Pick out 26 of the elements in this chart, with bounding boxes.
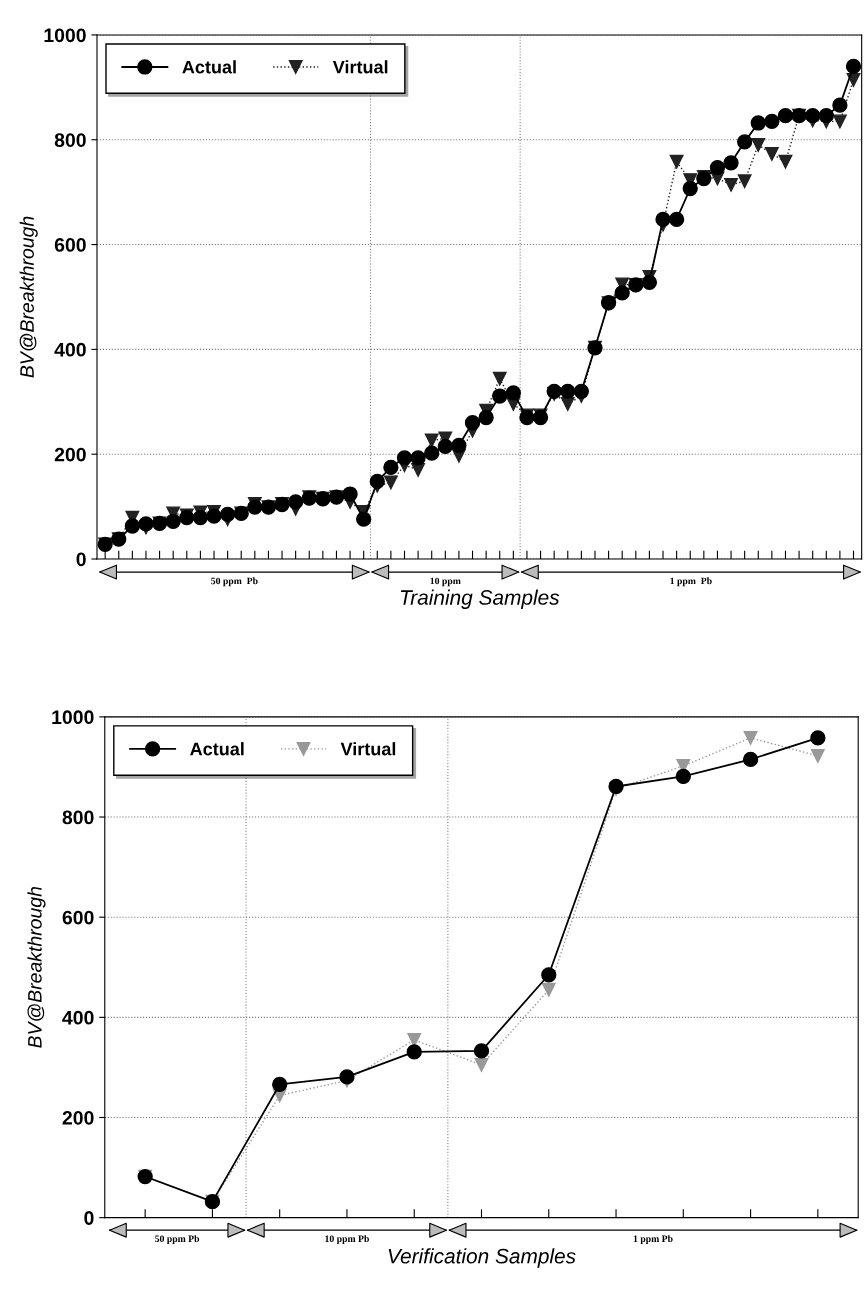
x-axis-title: Training Samples [400, 589, 560, 609]
y-axis-title: BV@Breakthrough [27, 886, 46, 1048]
legend-label: Virtual [340, 742, 396, 756]
y-tick-label: 400 [62, 1010, 94, 1025]
y-tick-label: 800 [62, 810, 94, 825]
legend-label: Virtual [332, 60, 388, 74]
y-tick-label: 200 [62, 1110, 94, 1125]
text: 10 ppm Pb [325, 1235, 369, 1244]
text: 50 ppm Pb [155, 1235, 200, 1244]
y-tick-label: 600 [54, 238, 86, 252]
y-tick-label: 0 [84, 1211, 94, 1225]
text: 1 ppm Pb [633, 1235, 673, 1244]
y-axis-title: BV@Breakthrough [19, 216, 38, 378]
y-tick-label: 400 [54, 342, 86, 357]
x-axis-title: Verification Samples [388, 1248, 576, 1268]
legend-label: Actual [182, 60, 236, 74]
text: 10 ppm [430, 577, 461, 587]
legend-label: Actual [190, 742, 244, 756]
y-tick-label: 0 [76, 552, 86, 567]
text: 1 ppm Pb [670, 577, 712, 587]
y-tick-label: 800 [54, 133, 86, 147]
y-tick-label: 1000 [44, 28, 86, 43]
y-tick-label: 1000 [52, 710, 94, 725]
y-tick-label: 600 [62, 910, 94, 925]
y-tick-label: 200 [54, 447, 86, 462]
text: 50 ppm Pb [211, 577, 258, 587]
